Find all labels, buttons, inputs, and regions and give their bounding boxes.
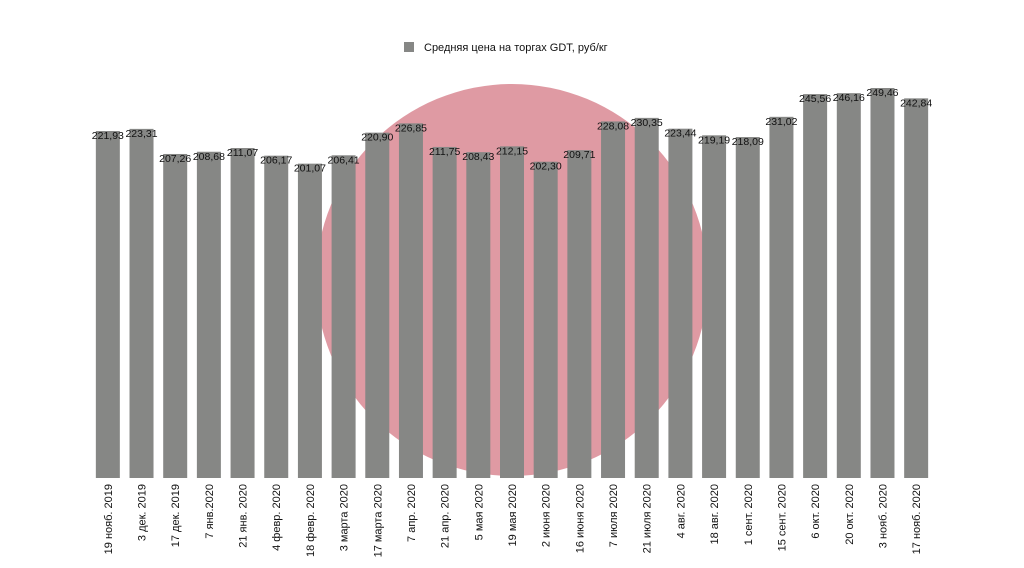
x-tick-label: 7 апр. 2020 bbox=[406, 484, 418, 542]
value-label: 249,46 bbox=[866, 87, 898, 99]
x-tick-label: 17 марта 2020 bbox=[372, 484, 384, 557]
x-tick-label: 21 апр. 2020 bbox=[440, 484, 452, 548]
x-tick-label: 7 янв.2020 bbox=[204, 484, 216, 539]
value-label: 206,41 bbox=[328, 154, 360, 166]
bar bbox=[836, 93, 861, 478]
value-label: 230,35 bbox=[631, 117, 663, 129]
value-label: 245,56 bbox=[799, 93, 831, 105]
bar bbox=[297, 163, 322, 479]
value-label: 246,16 bbox=[833, 92, 865, 104]
value-label: 218,09 bbox=[732, 136, 764, 148]
bar bbox=[904, 98, 929, 479]
legend-swatch bbox=[404, 42, 414, 52]
x-tick-label: 17 дек. 2019 bbox=[170, 484, 182, 547]
bar bbox=[702, 135, 727, 478]
legend: Средняя цена на торгах GDT, руб/кг bbox=[404, 42, 608, 54]
value-label: 220,90 bbox=[361, 132, 393, 144]
legend-label: Средняя цена на торгах GDT, руб/кг bbox=[424, 42, 608, 54]
x-tick-label: 17 нояб. 2020 bbox=[911, 484, 923, 554]
x-tick-label: 3 нояб. 2020 bbox=[877, 484, 889, 548]
value-label: 207,26 bbox=[159, 153, 191, 165]
bar bbox=[803, 94, 828, 478]
value-label: 212,15 bbox=[496, 145, 528, 157]
bar bbox=[95, 131, 120, 478]
value-label: 223,44 bbox=[664, 128, 696, 140]
bar bbox=[533, 161, 558, 478]
value-label: 211,75 bbox=[429, 146, 460, 158]
bar bbox=[264, 155, 289, 478]
value-label: 201,07 bbox=[294, 163, 326, 175]
value-label: 226,85 bbox=[395, 122, 427, 134]
x-tick-label: 6 окт. 2020 bbox=[810, 484, 822, 539]
value-label: 221,93 bbox=[92, 130, 124, 142]
x-tick-label: 19 нояб. 2019 bbox=[103, 484, 115, 554]
x-tick-label: 21 янв. 2020 bbox=[238, 484, 250, 548]
value-label: 208,43 bbox=[462, 151, 494, 163]
value-label: 223,31 bbox=[125, 128, 157, 140]
x-tick-label: 3 дек. 2019 bbox=[137, 484, 149, 541]
bar bbox=[769, 116, 794, 478]
value-label: 219,19 bbox=[698, 134, 730, 146]
value-label: 242,84 bbox=[900, 97, 932, 109]
x-tick-label: 20 окт. 2020 bbox=[844, 484, 856, 545]
x-tick-label: 3 марта 2020 bbox=[339, 484, 351, 551]
x-tick-label: 4 авг. 2020 bbox=[675, 484, 687, 538]
bar bbox=[567, 150, 592, 478]
value-label: 211,07 bbox=[227, 147, 258, 159]
value-label: 228,08 bbox=[597, 120, 629, 132]
bar bbox=[163, 153, 188, 479]
bar bbox=[634, 117, 659, 478]
x-tick-label: 5 мая 2020 bbox=[473, 484, 485, 540]
bar bbox=[466, 152, 491, 478]
x-tick-label: 18 февр. 2020 bbox=[305, 484, 317, 557]
bar bbox=[735, 137, 760, 478]
value-label: 209,71 bbox=[563, 149, 595, 161]
x-tick-label: 21 июля 2020 bbox=[642, 484, 654, 553]
bar bbox=[500, 146, 524, 478]
bar bbox=[398, 123, 423, 478]
bar bbox=[601, 121, 626, 479]
bar bbox=[331, 155, 356, 478]
x-tick-label: 2 июня 2020 bbox=[541, 484, 553, 547]
value-label: 231,02 bbox=[765, 116, 797, 128]
bar bbox=[668, 128, 693, 478]
value-label: 208,68 bbox=[193, 151, 225, 163]
x-tick-label: 19 мая 2020 bbox=[507, 484, 519, 546]
bar bbox=[129, 128, 154, 478]
x-tick-label: 1 сент. 2020 bbox=[743, 484, 755, 545]
x-tick-label: 15 сент. 2020 bbox=[776, 484, 788, 551]
x-tick-label: 4 февр. 2020 bbox=[271, 484, 283, 551]
bar bbox=[230, 148, 255, 478]
bar bbox=[432, 146, 457, 478]
x-tick-label: 18 авг. 2020 bbox=[709, 484, 721, 545]
x-tick-label: 16 июня 2020 bbox=[574, 484, 586, 553]
x-tick-label: 7 июля 2020 bbox=[608, 484, 620, 547]
bar bbox=[196, 151, 221, 478]
value-label: 206,17 bbox=[260, 155, 292, 167]
value-label: 202,30 bbox=[530, 161, 562, 173]
bar bbox=[870, 88, 895, 478]
bar bbox=[365, 132, 390, 479]
